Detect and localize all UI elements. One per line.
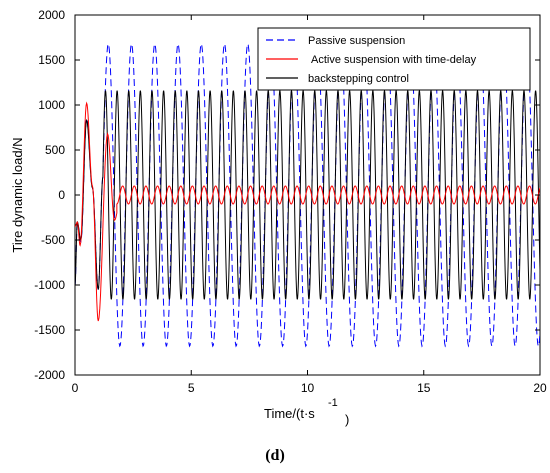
y-tick-label: 500	[45, 143, 65, 157]
x-tick-label: 10	[301, 381, 315, 395]
x-axis-label-close: )	[345, 412, 349, 427]
x-tick-label: 5	[188, 381, 195, 395]
y-tick-label: 1500	[38, 53, 65, 67]
x-axis-label: Time/(t·s -1 )	[264, 397, 349, 427]
series-line-backstepping	[75, 90, 540, 300]
x-axis-label-exponent: -1	[328, 397, 338, 409]
series-line-active	[75, 101, 540, 322]
y-tick-label: 1000	[38, 98, 65, 112]
legend-label-active: Active suspension with time-delay	[311, 54, 477, 66]
y-tick-label: -2000	[34, 368, 65, 382]
legend: Passive suspension Active suspension wit…	[257, 27, 531, 91]
y-tick-label: -500	[41, 233, 65, 247]
legend-label-passive: Passive suspension	[308, 35, 405, 47]
y-tick-label: -1000	[34, 278, 65, 292]
figure-caption: (d)	[265, 447, 285, 464]
y-tick-label: 2000	[38, 8, 65, 22]
y-tick-label: 0	[58, 188, 65, 202]
legend-label-backstepping: backstepping control	[308, 73, 409, 85]
x-tick-label: 0	[72, 381, 79, 395]
y-axis-label: Tire dynamic load/N	[10, 137, 25, 252]
x-tick-label: 20	[533, 381, 547, 395]
x-tick-label: 15	[417, 381, 431, 395]
x-axis-label-main: Time/(t·s	[264, 406, 315, 421]
series-line-passive	[75, 42, 540, 348]
legend-box	[257, 27, 531, 91]
y-tick-label: -1500	[34, 323, 65, 337]
